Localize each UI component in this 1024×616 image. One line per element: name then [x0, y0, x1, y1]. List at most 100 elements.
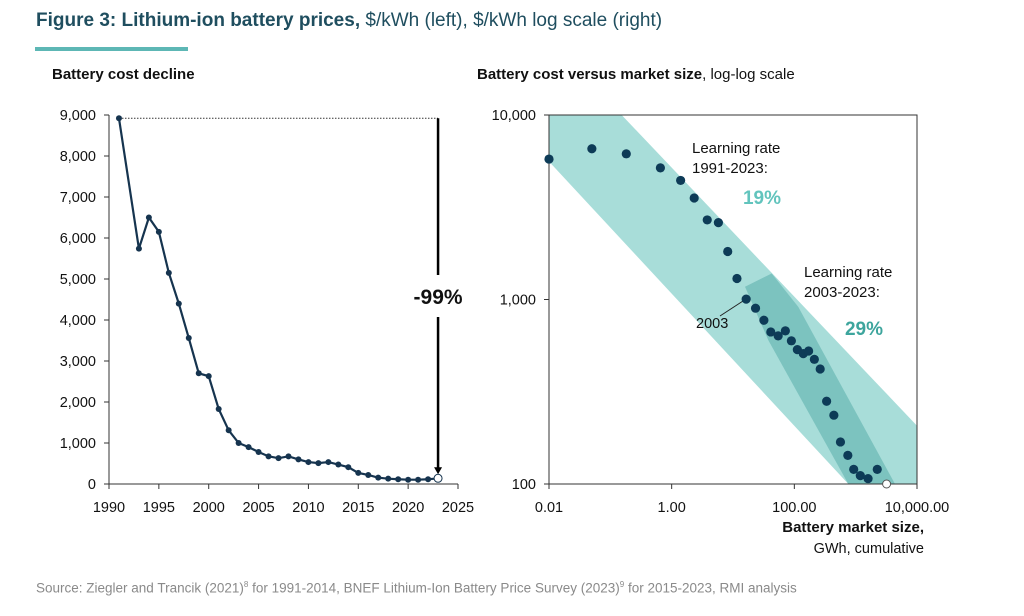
left-arrow-head [434, 467, 443, 475]
right-data-point [741, 294, 751, 304]
left-data-point [185, 335, 192, 342]
right-data-point [815, 364, 825, 374]
right-x-tick-label: 100.00 [772, 500, 816, 516]
left-y-tick-label: 9,000 [60, 108, 96, 124]
left-data-point [265, 453, 272, 460]
right-data-point [676, 175, 686, 186]
left-data-point [285, 453, 292, 460]
right-data-point [702, 215, 712, 225]
left-data-point [355, 469, 362, 476]
right-x-tick-label: 1.00 [658, 500, 686, 516]
left-x-tick-label: 2000 [193, 500, 225, 516]
right-data-point [689, 193, 699, 203]
right-data-point [621, 149, 631, 159]
right-y-tick-label: 1,000 [500, 293, 536, 309]
right-data-point [713, 218, 723, 228]
left-data-point [155, 228, 162, 235]
left-data-point [305, 459, 312, 466]
right-data-point [732, 273, 742, 284]
right-chart-title-rest: , log-log scale [702, 66, 795, 83]
right-y-tick-label: 100 [512, 477, 536, 493]
right-plot-area [549, 115, 917, 484]
left-data-point [225, 427, 232, 434]
left-data-point [335, 461, 342, 468]
right-data-point [829, 410, 839, 420]
learning-rate-2-period: 2003-2023: [804, 284, 880, 301]
right-x-axis-title: Battery market size, [782, 519, 924, 536]
learning-rate-1-label: Learning rate [692, 140, 780, 157]
right-data-point [804, 346, 814, 356]
right-data-point [766, 327, 776, 337]
left-y-tick-label: 1,000 [60, 436, 96, 452]
left-series-line [117, 118, 439, 481]
left-data-point [245, 444, 252, 451]
right-data-point [544, 154, 554, 164]
right-data-point [773, 331, 783, 341]
right-data-point [863, 473, 873, 484]
right-chart-title: Battery cost versus market size, log-log… [477, 66, 795, 83]
right-data-point [759, 315, 769, 325]
left-data-point [195, 370, 202, 377]
left-data-point [315, 460, 322, 467]
right-data-point [723, 246, 733, 257]
left-x-tick-label: 1995 [143, 500, 175, 516]
right-x-tick-label: 10,000.00 [885, 500, 950, 516]
left-chart-title: Battery cost decline [52, 66, 195, 83]
left-y-tick-label: 0 [88, 477, 96, 493]
left-x-tick-label: 2020 [392, 500, 424, 516]
right-chart-title-bold: Battery cost versus market size [477, 66, 702, 83]
left-data-point [115, 115, 122, 122]
left-data-point [365, 471, 372, 478]
left-y-tick-label: 2,000 [60, 395, 96, 411]
left-decline-label: -99% [414, 286, 463, 309]
figure-title-bold: Figure 3: Lithium-ion battery prices, [36, 10, 361, 31]
right-data-point [655, 163, 665, 173]
right-data-point [809, 354, 819, 364]
point-2003-leader-line [719, 300, 744, 317]
source-text-1: Source: Ziegler and Trancik (2021) [36, 580, 244, 596]
figure-title: Figure 3: Lithium-ion battery prices, $/… [36, 10, 662, 32]
left-data-point [375, 474, 382, 481]
learning-rate-2-label: Learning rate [804, 264, 892, 281]
left-data-point [395, 476, 402, 483]
left-x-tick-label: 2025 [442, 500, 474, 516]
left-y-tick-label: 8,000 [60, 149, 96, 165]
left-data-point [175, 300, 182, 307]
learning-rate-band-2003-2023 [745, 273, 895, 484]
right-data-point [750, 303, 761, 313]
right-data-point [780, 326, 790, 336]
left-data-point [255, 449, 262, 456]
point-2003-label: 2003 [696, 316, 728, 332]
title-accent-bar [35, 47, 188, 51]
right-data-point [849, 464, 859, 474]
left-y-tick-label: 7,000 [60, 190, 96, 206]
right-data-point [587, 144, 597, 154]
left-y-tick-label: 3,000 [60, 354, 96, 370]
right-data-point [835, 437, 846, 447]
right-x-tick-label: 0.01 [535, 500, 563, 516]
left-data-point [215, 405, 222, 412]
left-data-point [135, 245, 142, 252]
right-y-tick-label: 10,000 [492, 108, 536, 124]
figure-title-rest: $/kWh (left), $/kWh log scale (right) [360, 10, 663, 31]
left-x-tick-label: 2005 [242, 500, 274, 516]
left-data-point [325, 459, 332, 466]
left-data-point [345, 464, 352, 471]
learning-rate-1-period: 1991-2023: [692, 160, 768, 177]
right-data-point [786, 336, 796, 346]
right-data-point [822, 396, 832, 406]
source-ref-9: 9 [619, 580, 625, 589]
left-x-tick-label: 2010 [292, 500, 324, 516]
left-data-point [405, 476, 412, 483]
source-ref-8: 8 [243, 580, 249, 589]
left-data-point [295, 456, 302, 463]
left-data-point [385, 475, 392, 482]
right-data-point [855, 471, 865, 481]
left-data-point [275, 455, 282, 462]
left-data-point [425, 476, 432, 483]
left-x-tick-label: 1990 [93, 500, 125, 516]
left-data-point [165, 269, 172, 276]
source-text-2: for 1991-2014, BNEF Lithium-Ion Battery … [248, 580, 620, 596]
source-note: Source: Ziegler and Trancik (2021)8 for … [36, 580, 797, 596]
